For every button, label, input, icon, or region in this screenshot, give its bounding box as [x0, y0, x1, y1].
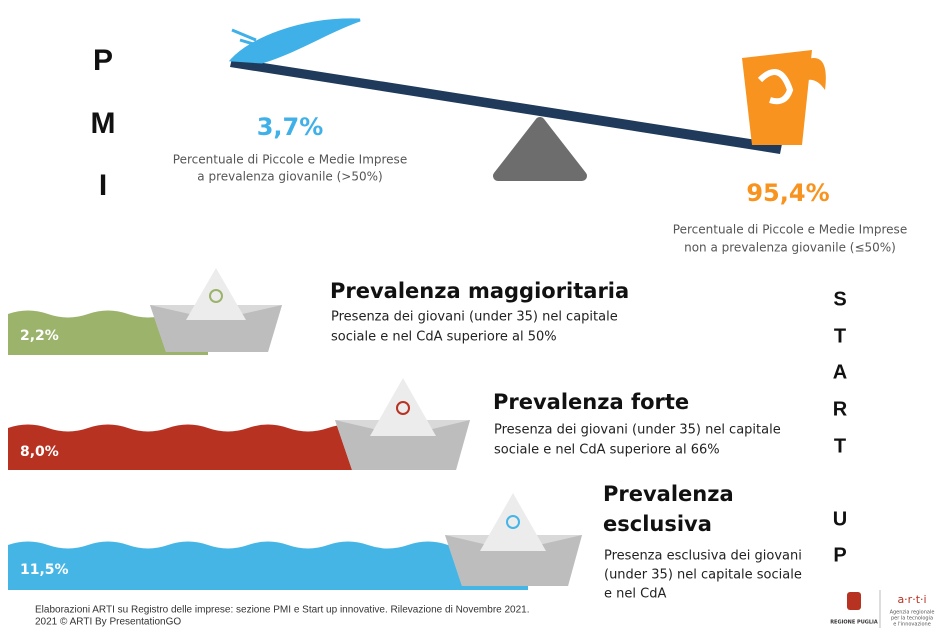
level-description: sociale e nel CdA superiore al 66%	[494, 443, 720, 458]
pmi-letter: P	[93, 44, 113, 77]
level-value: 2,2%	[20, 328, 59, 344]
level-description: Presenza dei giovani (under 35) nel capi…	[494, 423, 781, 438]
startup-letter: S	[833, 288, 846, 310]
level-value: 8,0%	[20, 444, 59, 460]
arti-logo: a·r·t·i	[897, 593, 926, 606]
level-description: (under 35) nel capitale sociale	[604, 568, 802, 583]
pmi-letter: M	[91, 107, 116, 140]
level-description: Presenza dei giovani (under 35) nel capi…	[331, 310, 618, 325]
pmi-not-young-value: 95,4%	[746, 179, 829, 207]
regione-emblem	[847, 592, 861, 610]
level-value: 11,5%	[20, 562, 69, 578]
pmi-letter: I	[99, 169, 107, 202]
level-title: Prevalenza maggioritaria	[330, 279, 629, 303]
page: P M I 3,7% Percentuale di Piccole e Medi…	[0, 0, 943, 632]
paper-boat	[445, 493, 582, 586]
startup-letter: A	[833, 361, 847, 383]
level-title: Prevalenza	[603, 482, 734, 506]
infographic: P M I 3,7% Percentuale di Piccole e Medi…	[0, 0, 943, 632]
arti-subtitle: e l'innovazione	[893, 622, 931, 628]
caption: Percentuale di Piccole e Medie Imprese	[173, 153, 407, 167]
startup-letter: R	[833, 398, 848, 420]
paper-boat	[335, 378, 470, 470]
caption: a prevalenza giovanile (>50%)	[197, 170, 382, 184]
regione-logo: REGIONE PUGLIA	[830, 620, 878, 626]
pmi-young-value: 3,7%	[257, 113, 324, 141]
startup-letter: T	[834, 325, 846, 347]
level-title: Prevalenza forte	[493, 390, 689, 414]
feather-icon	[232, 20, 360, 62]
wave-band	[8, 425, 368, 471]
level-description: Presenza esclusiva dei giovani	[604, 549, 802, 564]
startup-letter: T	[834, 435, 846, 457]
startup-letter: U	[833, 508, 847, 530]
level-description: sociale e nel CdA superiore al 50%	[331, 330, 557, 345]
startup-letter: P	[833, 544, 846, 566]
fulcrum	[498, 122, 582, 176]
caption: Percentuale di Piccole e Medie Imprese	[673, 223, 907, 237]
caption: non a prevalenza giovanile (≤50%)	[684, 241, 896, 255]
footer-line: 2021 © ARTI By PresentationGO	[35, 617, 181, 628]
paper-boat	[150, 268, 282, 352]
level-description: e nel CdA	[604, 587, 666, 602]
bucket-icon	[742, 50, 812, 145]
level-title: esclusiva	[603, 512, 712, 536]
footer-line: Elaborazioni ARTI su Registro delle impr…	[35, 605, 530, 616]
